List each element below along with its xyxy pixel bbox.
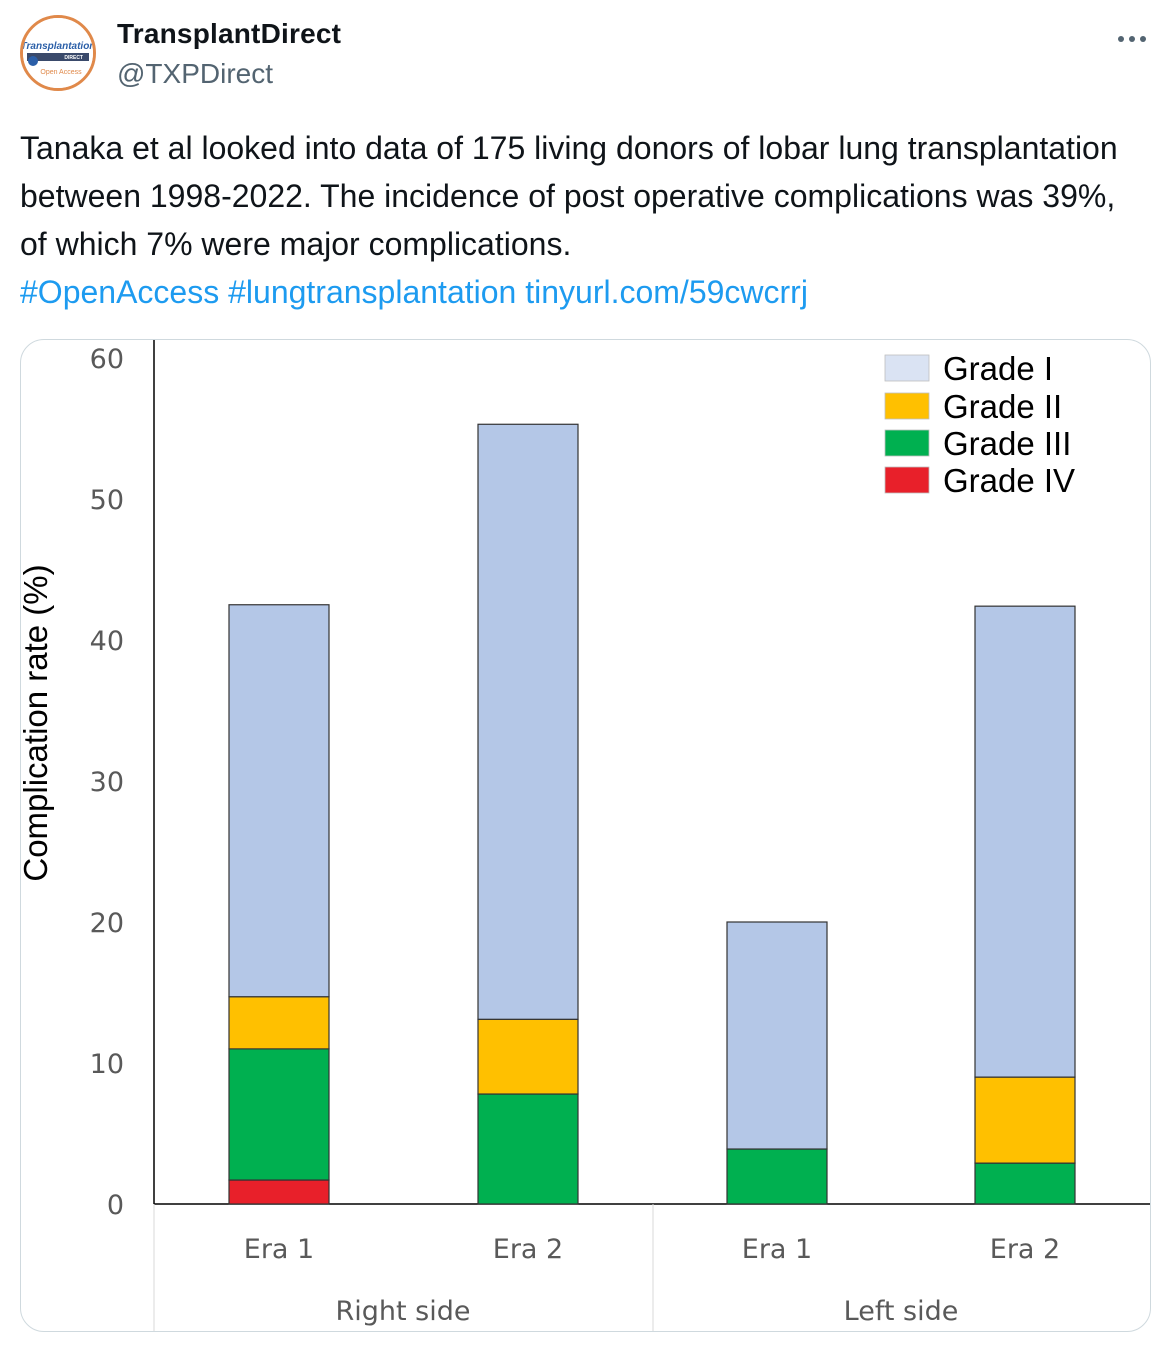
bar-segment-grade-i — [726, 921, 828, 1150]
tweet-text: Tanaka et al looked into data of 175 liv… — [20, 124, 1140, 316]
avatar-logo-caption: Open Access — [40, 69, 82, 76]
hashtag-lungtransplantation[interactable]: #lungtransplantation — [228, 274, 517, 310]
legend-swatch — [884, 429, 930, 457]
author-avatar[interactable]: Transplantation DIRECT Open Access — [20, 15, 96, 91]
bar-segment-grade-iii — [726, 1148, 828, 1205]
bar-segment-grade-iii — [974, 1162, 1076, 1205]
legend-swatch — [884, 466, 930, 494]
avatar-logo-text: Transplantation — [23, 41, 93, 52]
y-tick-label: 30 — [90, 767, 124, 798]
x-category-label: Era 2 — [990, 1234, 1060, 1265]
legend-label: Grade II — [943, 388, 1062, 425]
bar-segment-grade-ii — [228, 996, 330, 1050]
bar-segment-grade-i — [974, 605, 1076, 1078]
author-handle[interactable]: @TXPDirect — [117, 58, 273, 89]
x-group-label: Left side — [844, 1296, 959, 1327]
x-category-label: Era 1 — [244, 1234, 314, 1265]
x-category-label: Era 1 — [742, 1234, 812, 1265]
y-tick-label: 50 — [90, 485, 124, 516]
more-options-button[interactable] — [1112, 20, 1152, 50]
tweet-body: Tanaka et al looked into data of 175 liv… — [20, 130, 1118, 262]
hashtag-openaccess[interactable]: #OpenAccess — [20, 274, 220, 310]
bar-segment-grade-iii — [228, 1048, 330, 1181]
tweet-media-card[interactable]: 0 10 20 30 40 50 60 Complication rate (%) Era 1 E… — [20, 339, 1151, 1332]
x-category-label: Era 2 — [493, 1234, 563, 1265]
legend-label: Grade IV — [943, 462, 1075, 499]
legend-label: Grade I — [943, 350, 1053, 387]
bar-segment-grade-iii — [477, 1093, 579, 1205]
legend-label: Grade III — [943, 425, 1071, 462]
bar-segment-grade-iv — [228, 1179, 330, 1205]
bar-segment-grade-ii — [974, 1076, 1076, 1164]
more-horizontal-icon — [1118, 36, 1146, 42]
x-group-label: Right side — [336, 1296, 471, 1327]
bar-segment-grade-i — [228, 604, 330, 998]
legend-swatch — [884, 354, 930, 382]
avatar-logo-subtext: DIRECT — [64, 55, 83, 61]
y-tick-label: 40 — [90, 626, 124, 657]
stacked-bar-chart: 0 10 20 30 40 50 60 Complication rate (%) Era 1 E… — [21, 340, 1150, 1331]
legend-swatch — [884, 392, 930, 420]
y-tick-label: 60 — [90, 344, 124, 375]
y-axis-label: Complication rate (%) — [21, 564, 54, 881]
author-name[interactable]: TransplantDirect — [117, 18, 342, 49]
y-tick-label: 10 — [90, 1049, 124, 1080]
y-tick-label: 20 — [90, 908, 124, 939]
bar-segment-grade-i — [477, 423, 579, 1020]
transplantation-direct-logo: Transplantation DIRECT Open Access — [23, 18, 93, 88]
tweet-link[interactable]: tinyurl.com/59cwcrrj — [525, 274, 808, 310]
bar-segment-grade-ii — [477, 1018, 579, 1095]
y-tick-label: 0 — [107, 1190, 124, 1221]
